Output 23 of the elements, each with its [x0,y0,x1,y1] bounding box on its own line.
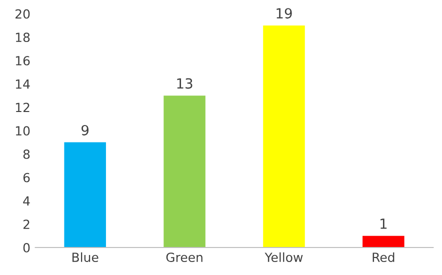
data-label: 19 [276,8,292,19]
x-tick-label: Yellow [264,252,303,262]
y-tick-label: 4 [23,196,30,206]
x-tick-label: Green [166,252,202,262]
bar [263,25,305,248]
data-label: 13 [177,78,192,89]
y-tick-label: 10 [16,126,30,136]
y-tick-label: 8 [23,149,30,159]
y-tick-label: 14 [16,80,30,89]
y-tick-label: 16 [16,56,30,66]
bar [64,142,106,248]
y-tick-label: 12 [16,102,30,112]
data-label: 9 [82,124,89,136]
x-tick-label: Red [372,252,394,262]
y-tick-label: 20 [16,9,30,19]
x-tick-label: Blue [72,252,98,262]
y-tick-label: 0 [23,242,30,252]
y-tick-label: 18 [16,32,30,42]
bar [362,236,404,248]
y-tick-label: 6 [23,172,30,182]
bar [164,96,206,248]
data-label: 1 [380,218,387,229]
y-tick-label: 2 [23,220,30,229]
